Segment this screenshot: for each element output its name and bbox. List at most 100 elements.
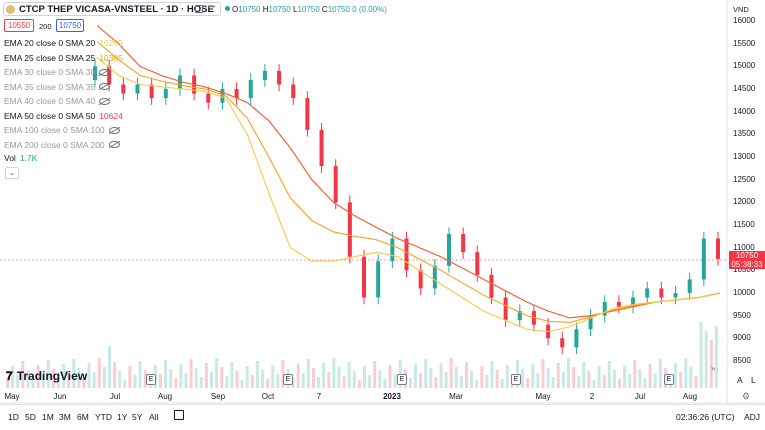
volume-bar [204, 363, 208, 388]
candle-body [305, 98, 310, 130]
currency-label[interactable]: VND [733, 5, 749, 14]
volume-bar [291, 378, 295, 388]
earnings-marker-icon[interactable]: E [283, 374, 293, 385]
earnings-marker-icon[interactable]: E [511, 374, 521, 385]
volume-bar [276, 374, 280, 388]
timeframe-button[interactable]: YTD [95, 412, 112, 422]
candle-body [107, 66, 112, 85]
symbol-chip[interactable]: CTCP THEP VICASA-VNSTEEL · 1D · HOSE ••• [3, 2, 221, 16]
volume-bar [505, 365, 509, 388]
eye-hidden-icon[interactable] [108, 141, 120, 148]
timeframe-button[interactable]: 5Y [132, 412, 143, 422]
timeframe-button[interactable]: 1Y [117, 412, 128, 422]
volume-bars [6, 322, 718, 388]
candle-body [475, 252, 480, 275]
volume-bar [164, 360, 168, 388]
indicator-legend-row[interactable]: EMA 25 close 0 SMA 25 10385 [4, 53, 123, 63]
eye-hidden-icon[interactable] [99, 83, 111, 90]
earnings-marker-icon[interactable]: E [664, 374, 674, 385]
candle-body [135, 84, 140, 94]
indicator-legend-row[interactable]: EMA 40 close 0 SMA 40 [4, 96, 111, 106]
volume-bar [108, 346, 111, 388]
volume-bar [21, 361, 25, 388]
volume-legend[interactable]: Vol 1.7K [4, 153, 37, 163]
volume-bar [296, 364, 300, 388]
chart-settings-icon[interactable]: ⚙ [742, 391, 751, 401]
auto-scale-button[interactable]: A [737, 375, 743, 385]
ema25-line [96, 41, 721, 323]
more-dots[interactable]: ••• [208, 4, 216, 11]
eye-hidden-icon[interactable] [99, 68, 111, 76]
candle-body [291, 84, 296, 99]
indicator-legend-row[interactable]: EMA 200 close 0 SMA 200 [4, 140, 120, 150]
indicator-legend-row[interactable]: EMA 100 close 0 SMA 100 [4, 125, 120, 135]
candle-body [248, 79, 253, 99]
log-scale-button[interactable]: L [751, 375, 756, 385]
timeframe-button[interactable]: 1M [42, 412, 54, 422]
tradingview-logo-icon: 𝟕 [6, 368, 13, 383]
price-tick-label: 10500 [733, 265, 756, 275]
timeframe-button[interactable]: 1D [8, 412, 19, 422]
volume-bar [72, 359, 76, 388]
compare-icon[interactable] [195, 5, 203, 13]
volume-bar [41, 374, 45, 388]
timeframe-button[interactable]: 3M [59, 412, 71, 422]
indicator-label: EMA 30 close 0 SMA 30 [4, 67, 96, 77]
volume-bar [26, 370, 30, 388]
indicator-legend-row[interactable]: EMA 50 close 0 SMA 50 10624 [4, 111, 123, 121]
volume-bar [485, 375, 489, 388]
timeframe-button[interactable]: All [149, 412, 159, 422]
volume-bar [643, 378, 647, 388]
volume-bar [454, 367, 458, 388]
volume-bar [77, 368, 81, 388]
eye-hidden-icon[interactable] [108, 126, 120, 134]
volume-bar [322, 363, 326, 388]
volume-bar [194, 368, 198, 388]
volume-bar [301, 373, 305, 388]
timeframe-button[interactable]: 5D [25, 412, 36, 422]
volume-bar [679, 372, 683, 388]
volume-bar [118, 371, 122, 388]
time-tick-label: Sep [210, 392, 226, 401]
scroll-to-realtime-icon[interactable]: » [711, 364, 716, 373]
earnings-marker-icon[interactable]: E [397, 374, 407, 385]
utc-clock[interactable]: 02:36:26 (UTC) [676, 412, 735, 422]
date-range-icon[interactable] [174, 410, 184, 420]
indicator-legend-row[interactable]: EMA 30 close 0 SMA 30 [4, 67, 111, 77]
price-tick-label: 13500 [733, 129, 756, 139]
volume-bar [597, 366, 601, 388]
volume-bar [500, 379, 504, 388]
indicator-value: 10624 [99, 110, 123, 121]
volume-bar [526, 378, 530, 388]
candle-body [376, 261, 381, 298]
time-tick-label: Aug [157, 392, 173, 401]
indicator-legend-row[interactable]: EMA 35 close 0 SMA 35 [4, 82, 111, 92]
volume-bar [230, 362, 234, 388]
timeframe-button[interactable]: 6M [77, 412, 89, 422]
sell-price-button[interactable]: 10550 [4, 19, 34, 32]
volume-bar [408, 378, 412, 388]
volume-bar [240, 380, 244, 388]
candle-body [149, 84, 154, 99]
eye-hidden-icon[interactable] [99, 97, 111, 105]
tradingview-logo[interactable]: 𝟕 TradingView [6, 368, 87, 384]
low-label: L [292, 5, 298, 14]
time-tick-label: Oct [261, 392, 275, 401]
volume-bar [332, 358, 336, 388]
volume-bar [536, 373, 540, 388]
volume-bar [607, 361, 611, 388]
price-tick-label: 15500 [733, 38, 756, 48]
collapse-legend-icon[interactable]: ⌄ [5, 167, 19, 179]
candle-body [206, 93, 211, 103]
adjust-button[interactable]: ADJ [744, 412, 761, 422]
indicator-label: EMA 20 close 0 SMA 20 [4, 38, 96, 48]
volume-bar [255, 361, 259, 388]
indicator-legend-row[interactable]: EMA 20 close 0 SMA 20 10299 [4, 38, 123, 48]
time-tick-label: 2023 [383, 392, 401, 401]
candle-body [645, 288, 650, 298]
buy-price-button[interactable]: 10750 [56, 19, 84, 32]
buy-price: 10750 [58, 21, 82, 30]
earnings-marker-icon[interactable]: E [146, 374, 156, 385]
price-tick-label: 10000 [733, 287, 756, 297]
